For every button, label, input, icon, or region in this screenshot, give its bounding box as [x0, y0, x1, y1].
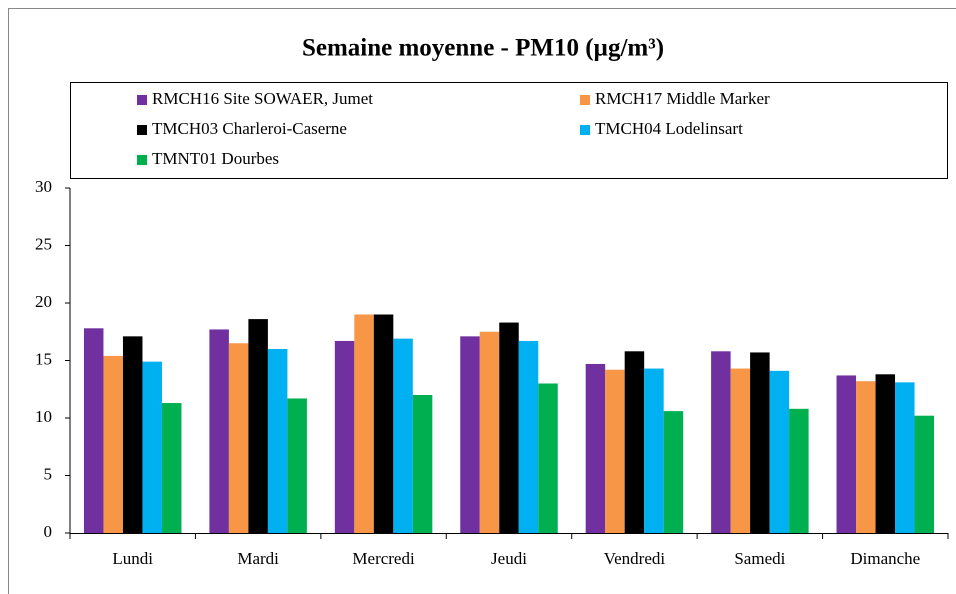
- bar: [585, 363, 606, 533]
- bar: [914, 415, 935, 533]
- bar: [499, 322, 519, 533]
- bar: [228, 343, 249, 533]
- y-tick-label: 10: [35, 407, 52, 426]
- bar: [83, 328, 104, 533]
- bar: [769, 370, 790, 533]
- x-tick-label: Vendredi: [604, 549, 666, 568]
- legend-swatch: [137, 155, 147, 165]
- bar: [789, 408, 809, 533]
- legend-label: RMCH16 Site SOWAER, Jumet: [152, 89, 373, 108]
- legend-swatch: [137, 95, 147, 105]
- bar: [103, 355, 123, 533]
- x-tick-label: Jeudi: [491, 549, 527, 568]
- bar: [750, 352, 770, 533]
- bar: [209, 329, 229, 533]
- bar: [267, 349, 288, 533]
- x-tick-label: Lundi: [112, 549, 153, 568]
- y-tick-label: 20: [35, 292, 52, 311]
- bar: [518, 340, 539, 533]
- legend-label: RMCH17 Middle Marker: [595, 89, 770, 108]
- bar: [538, 383, 558, 533]
- bar: [605, 369, 625, 533]
- bar: [711, 351, 731, 533]
- bar: [373, 314, 394, 533]
- bar: [248, 319, 268, 533]
- bar: [142, 361, 162, 533]
- bar: [287, 398, 307, 533]
- legend-label: TMCH03 Charleroi-Caserne: [152, 119, 347, 138]
- legend-swatch: [137, 125, 147, 135]
- y-tick-label: 30: [35, 177, 52, 196]
- chart-border: [8, 8, 956, 594]
- bar: [875, 374, 896, 533]
- legend-label: TMNT01 Dourbes: [152, 149, 279, 168]
- bar: [895, 382, 915, 533]
- bar: [644, 368, 664, 533]
- bar: [334, 340, 355, 533]
- bar: [393, 338, 413, 533]
- bar: [624, 351, 645, 533]
- bar: [730, 368, 751, 533]
- x-tick-label: Mardi: [237, 549, 279, 568]
- x-tick-label: Samedi: [734, 549, 785, 568]
- chart-title: Semaine moyenne - PM10 (µg/m³): [302, 35, 664, 62]
- bar: [122, 336, 143, 533]
- y-tick-label: 15: [35, 349, 52, 368]
- bar: [836, 375, 857, 533]
- y-tick-label: 5: [44, 464, 53, 483]
- legend-swatch: [580, 125, 590, 135]
- legend-swatch: [580, 95, 590, 105]
- bar: [354, 314, 374, 533]
- y-tick-label: 0: [44, 522, 53, 541]
- bar: [856, 381, 876, 533]
- y-tick-label: 25: [35, 234, 52, 253]
- x-tick-label: Mercredi: [352, 549, 415, 568]
- bar: [663, 411, 684, 533]
- bar: [412, 395, 433, 533]
- bar: [479, 331, 500, 533]
- legend-box: [70, 82, 948, 179]
- x-tick-label: Dimanche: [850, 549, 920, 568]
- legend-label: TMCH04 Lodelinsart: [595, 119, 743, 138]
- bar: [161, 403, 182, 533]
- bar: [460, 336, 480, 533]
